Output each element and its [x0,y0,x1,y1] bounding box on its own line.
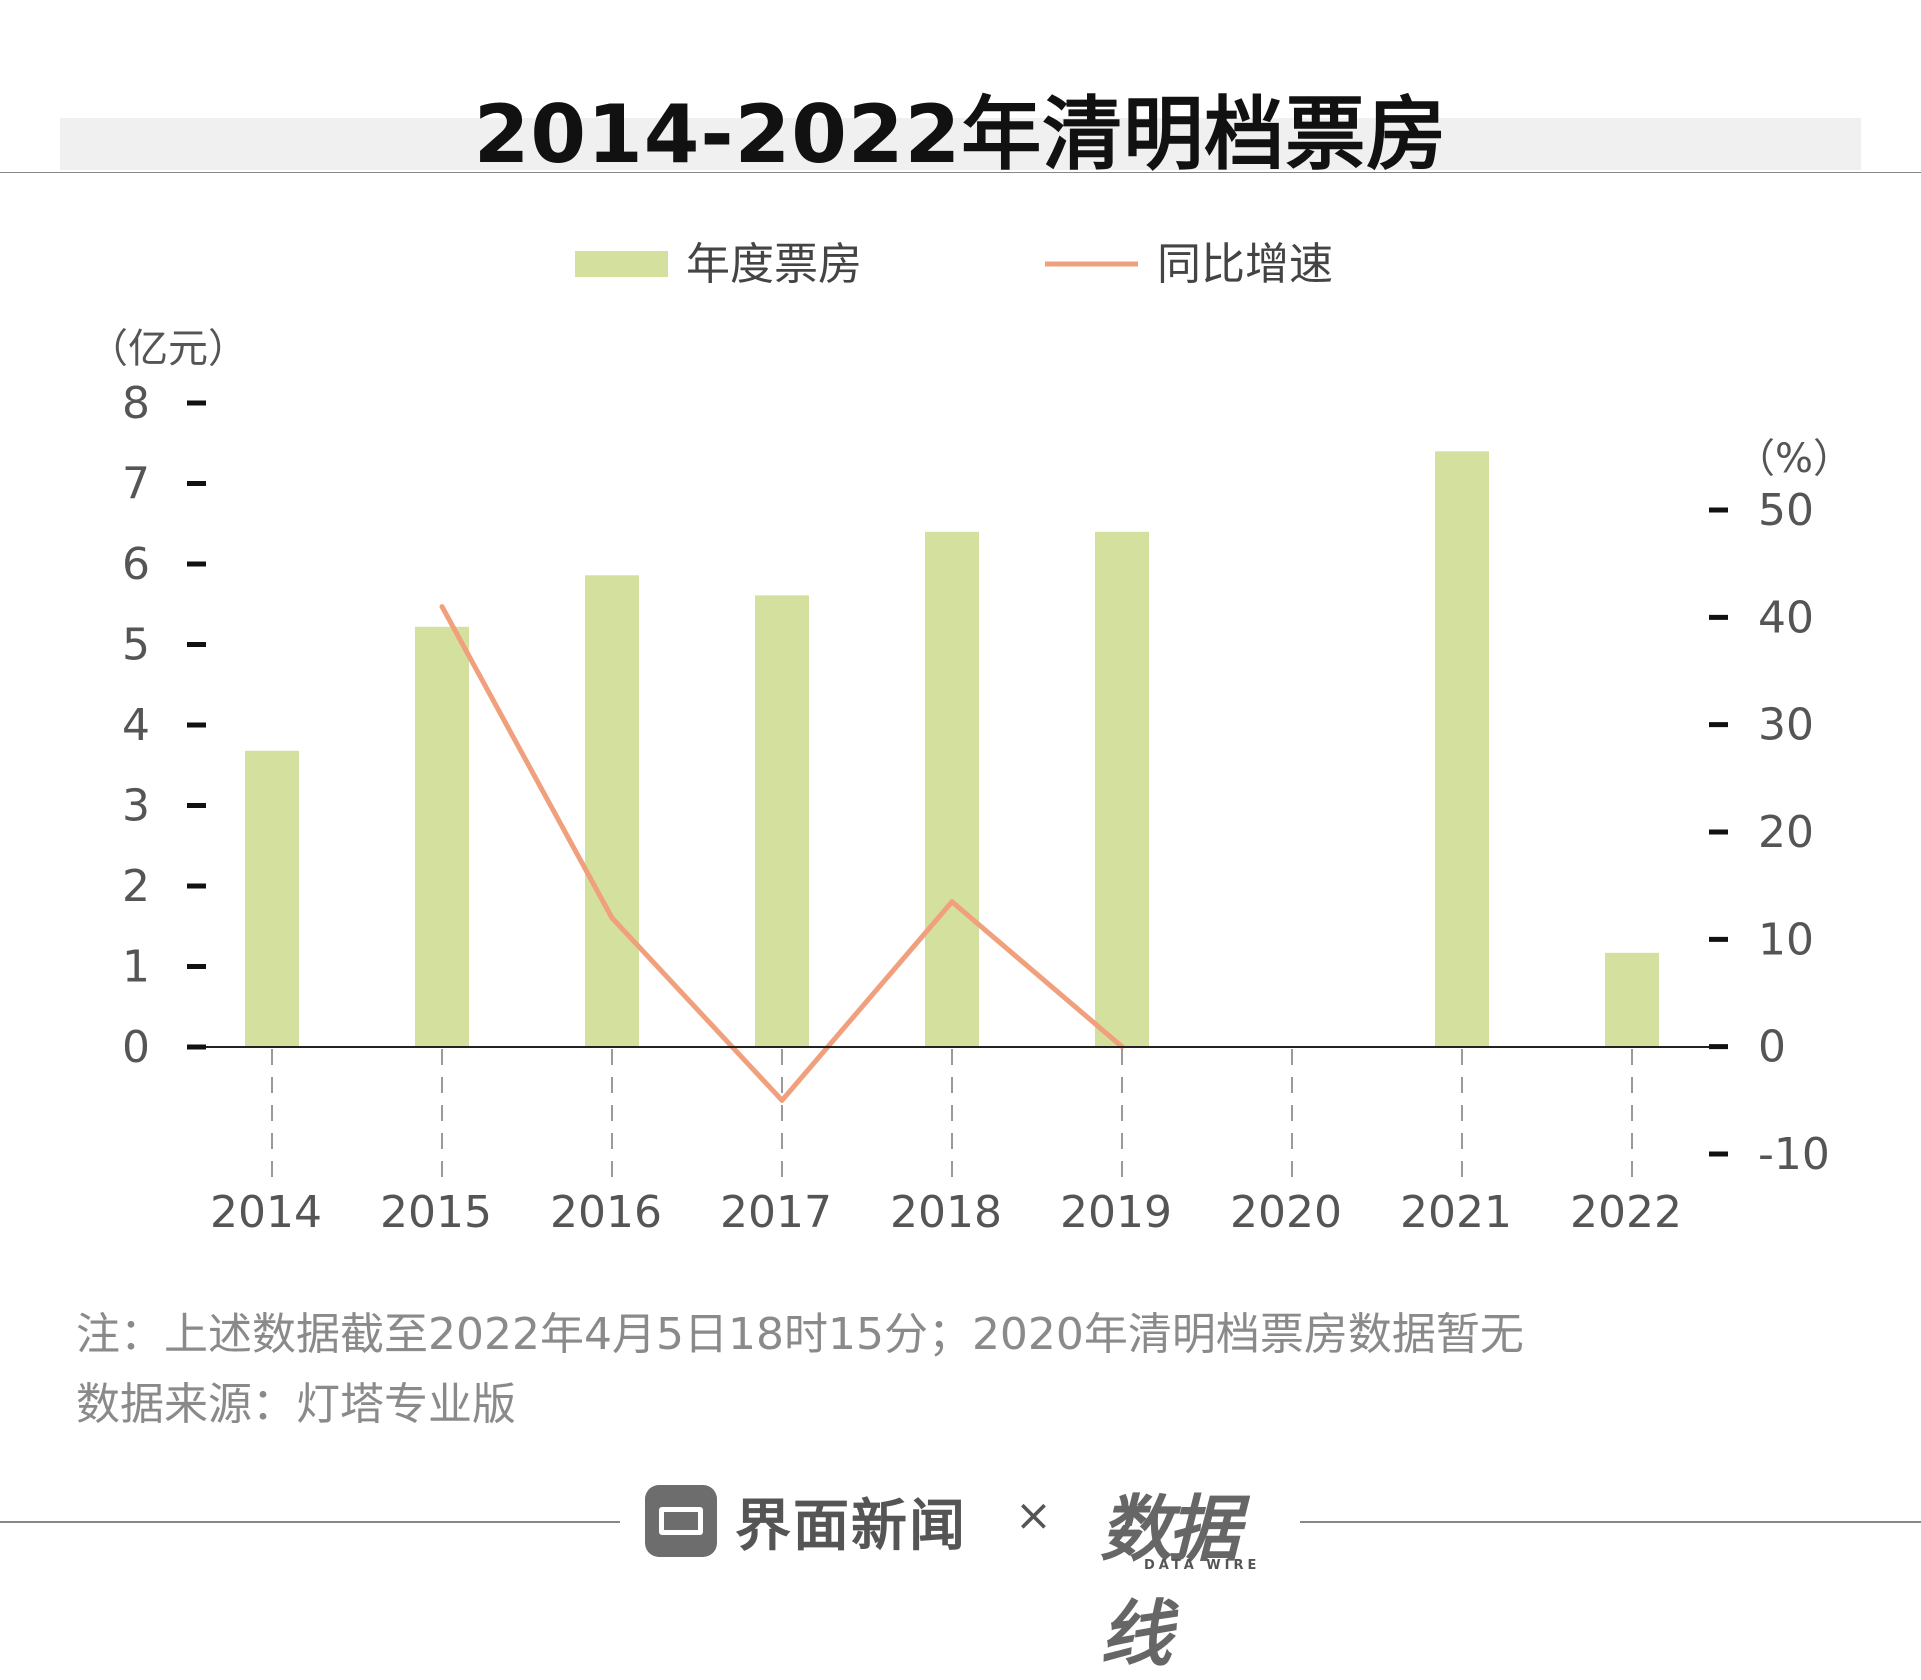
jiemian-logo-icon [645,1485,717,1557]
right-tick-label: 10 [1758,914,1814,965]
x-tick-label: 2018 [890,1187,1002,1238]
footer-divider-left [0,1521,620,1523]
growth-point [439,604,445,610]
bar [415,626,469,1047]
times-sign: × [1015,1490,1052,1541]
bar [755,595,809,1047]
left-tick-label: 0 [122,1022,150,1073]
bar [585,575,639,1047]
right-tick-label: 20 [1758,807,1814,858]
bar [1435,451,1489,1047]
x-tick-label: 2016 [550,1187,662,1238]
right-axis: -10 0 10 20 30 40 50 [1709,485,1830,1180]
left-tick-label: 5 [122,620,150,671]
growth-point [949,899,955,905]
bar [925,531,979,1047]
growth-line [439,604,1125,1103]
left-tick-label: 8 [122,378,150,429]
bar [245,750,299,1047]
brand-jiemian-name: 界面新闻 [735,1493,967,1559]
left-tick-label: 6 [122,539,150,590]
left-tick-label: 3 [122,781,150,832]
growth-point [609,915,615,921]
legend-bar-swatch [575,251,668,277]
right-tick-label: 50 [1758,485,1814,536]
x-tick-label: 2020 [1230,1187,1342,1238]
x-tick-label: 2017 [720,1187,832,1238]
right-tick-label: 30 [1758,700,1814,751]
x-tick-label: 2015 [380,1187,492,1238]
x-tick-label: 2014 [210,1187,322,1238]
brand-datawire-sub: DATA WIRE [1144,1558,1261,1573]
note-line: 注：上述数据截至2022年4月5日18时15分；2020年清明档票房数据暂无 [76,1309,1524,1360]
legend-line-label: 同比增速 [1157,239,1333,290]
left-tick-label: 1 [122,942,150,993]
bar [1095,531,1149,1047]
chart-area: 年度票房 同比增速 （亿元） （%） 0 1 2 3 4 5 6 7 8 -10 0 10 20 30 4… [88,239,1853,1238]
left-tick-label: 7 [122,459,150,510]
bar [1605,952,1659,1047]
right-tick-label: 0 [1758,1022,1786,1073]
x-axis-labels: 2014 2015 2016 2017 2018 2019 2020 2021 2022 [210,1187,1682,1238]
footer-divider-right [1300,1521,1921,1523]
category-guides [271,1049,1633,1180]
brand-jiemian: 界面新闻 [645,1485,967,1559]
bars [245,451,1659,1047]
x-tick-label: 2019 [1060,1187,1172,1238]
legend: 年度票房 同比增速 [575,239,1333,290]
notes: 注：上述数据截至2022年4月5日18时15分；2020年清明档票房数据暂无 数… [76,1300,1524,1440]
y-right-unit: （%） [1735,436,1853,482]
brand-datawire: 数据线 DATA WIRE [1100,1470,1280,1676]
source-line: 数据来源：灯塔专业版 [76,1379,516,1430]
x-tick-label: 2022 [1570,1187,1682,1238]
left-tick-label: 4 [122,700,150,751]
growth-point [779,1097,785,1103]
chart-title: 2014-2022年清明档票房 [473,88,1448,181]
y-left-unit: （亿元） [88,326,248,372]
left-axis: 0 1 2 3 4 5 6 7 8 [122,378,206,1073]
title-rule [0,172,1921,173]
left-tick-label: 2 [122,861,150,912]
x-tick-label: 2021 [1400,1187,1512,1238]
right-tick-label: -10 [1758,1129,1830,1180]
brand-datawire-name: 数据线 [1100,1487,1240,1676]
title-band [60,118,1861,170]
right-tick-label: 40 [1758,592,1814,643]
legend-bar-label: 年度票房 [686,239,862,290]
